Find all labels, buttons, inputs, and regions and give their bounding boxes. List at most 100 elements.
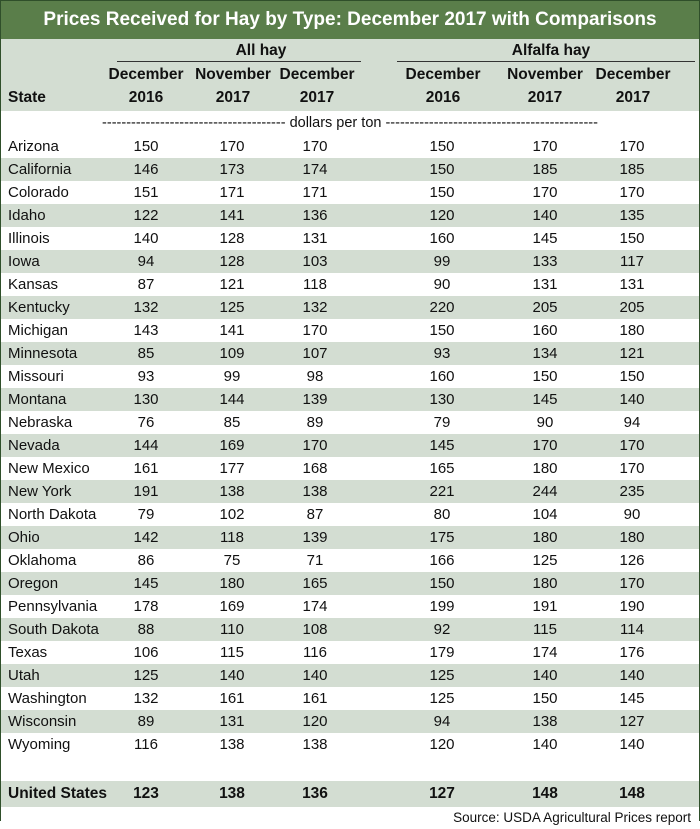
state-name: Nebraska [8,414,73,431]
total-state: United States [8,785,108,802]
price-cell: 140 [619,391,645,408]
state-name: Wisconsin [8,713,77,730]
price-cell: 107 [302,345,328,362]
total-value: 148 [619,785,645,802]
price-cell: 139 [302,529,328,546]
price-cell: 130 [429,391,455,408]
price-cell: 170 [532,184,558,201]
price-cell: 174 [532,644,558,661]
price-cell: 110 [220,621,244,638]
table-row: Michigan 143 141 170 150 160 180 [1,319,699,342]
price-cell: 150 [619,230,645,247]
price-cell: 85 [223,414,241,431]
price-cell: 150 [532,368,558,385]
price-cell: 139 [302,391,328,408]
table-row: Pennsylvania 178 169 174 199 191 190 [1,595,699,618]
price-cell: 145 [532,230,558,247]
price-cell: 146 [133,161,159,178]
price-cell: 136 [302,207,328,224]
price-cell: 145 [619,690,645,707]
price-cell: 170 [619,460,645,477]
state-name: Illinois [8,230,50,247]
price-cell: 140 [133,230,159,247]
price-cell: 138 [219,736,245,753]
total-row: United States 123 138 136 127 148 148 [1,781,699,807]
state-name: Texas [8,644,48,661]
price-cell: 170 [619,138,645,155]
price-cell: 133 [532,253,558,270]
price-cell: 140 [532,736,558,753]
state-name: California [8,161,72,178]
price-cell: 94 [623,414,641,431]
price-cell: 125 [532,552,558,569]
price-cell: 161 [302,690,328,707]
table-row: Colorado 151 171 171 150 170 170 [1,181,699,204]
price-cell: 151 [133,184,159,201]
state-name: Minnesota [8,345,78,362]
price-cell: 117 [620,253,644,270]
price-cell: 131 [302,230,328,247]
price-cell: 173 [219,161,245,178]
state-name: Pennsylvania [8,598,98,615]
price-cell: 185 [619,161,645,178]
price-cell: 125 [133,667,159,684]
price-cell: 171 [219,184,245,201]
state-name: North Dakota [8,506,97,523]
price-cell: 108 [302,621,328,638]
state-name: Colorado [8,184,69,201]
price-cell: 185 [532,161,558,178]
price-cell: 125 [429,667,455,684]
table-row: Wyoming 116 138 138 120 140 140 [1,733,699,756]
table-row: Iowa 94 128 103 99 133 117 [1,250,699,273]
price-cell: 120 [429,736,455,753]
table-row: Oklahoma 86 75 71 166 125 126 [1,549,699,572]
price-cell: 221 [429,483,455,500]
total-value: 136 [302,785,328,802]
price-cell: 85 [137,345,155,362]
price-cell: 131 [619,276,645,293]
price-cell: 145 [133,575,159,592]
price-cell: 125 [219,299,245,316]
price-cell: 150 [429,575,455,592]
price-cell: 205 [619,299,645,316]
price-cell: 175 [429,529,455,546]
price-cell: 120 [302,713,328,730]
table-row: Ohio 142 118 139 175 180 180 [1,526,699,549]
price-cell: 80 [433,506,451,523]
price-cell: 150 [429,322,455,339]
price-cell: 138 [302,483,328,500]
table-row: Oregon 145 180 165 150 180 170 [1,572,699,595]
price-cell: 180 [219,575,245,592]
state-name: Kansas [8,276,59,293]
price-cell: 180 [619,322,645,339]
price-cell: 89 [306,414,324,431]
price-cell: 170 [619,575,645,592]
col-header-year: 2017 [215,89,251,106]
price-cell: 180 [532,529,558,546]
price-cell: 180 [532,575,558,592]
price-cell: 125 [429,690,455,707]
price-cell: 114 [620,621,644,638]
price-cell: 138 [219,483,245,500]
price-cell: 140 [532,207,558,224]
price-cell: 180 [619,529,645,546]
price-cell: 92 [433,621,451,638]
col-header-year: 2017 [299,89,335,106]
price-cell: 170 [302,437,328,454]
price-cell: 150 [429,161,455,178]
price-cell: 177 [219,460,245,477]
price-cell: 161 [133,460,159,477]
price-cell: 79 [137,506,155,523]
price-cell: 169 [219,437,245,454]
table-row: Missouri 93 99 98 160 150 150 [1,365,699,388]
table-row: Arizona 150 170 170 150 170 170 [1,135,699,158]
price-cell: 176 [619,644,645,661]
price-cell: 98 [306,368,324,385]
price-cell: 94 [137,253,155,270]
price-cell: 118 [303,276,327,293]
state-name: Nevada [8,437,60,454]
group-all-hay: All hay [235,42,287,59]
state-name: Michigan [8,322,69,339]
price-cell: 141 [219,322,245,339]
price-cell: 140 [619,736,645,753]
